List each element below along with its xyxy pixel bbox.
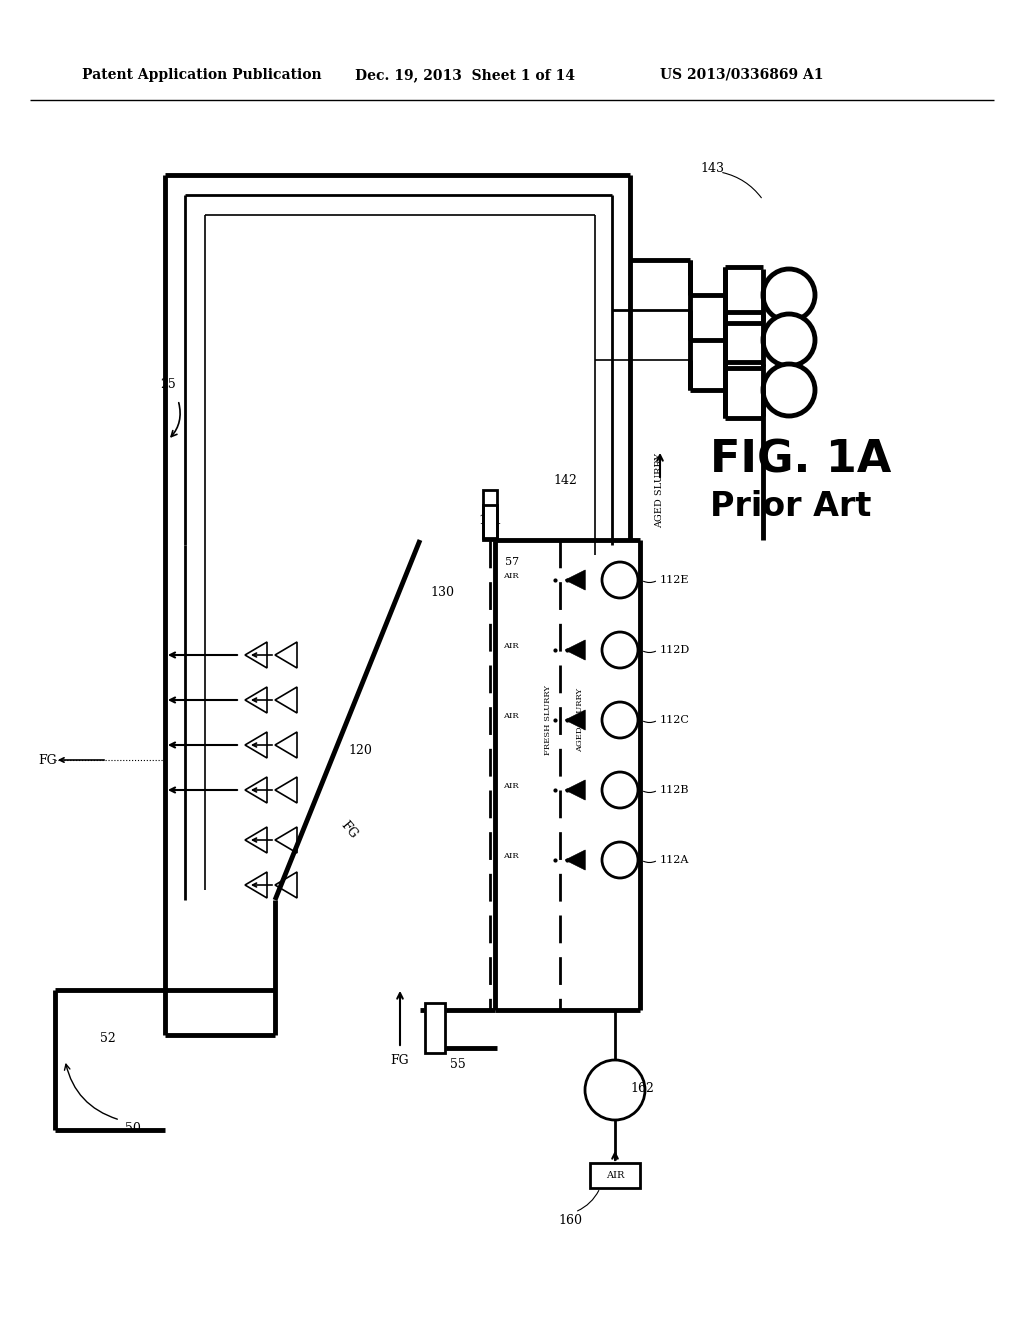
Text: Dec. 19, 2013  Sheet 1 of 14: Dec. 19, 2013 Sheet 1 of 14 [355,69,575,82]
Circle shape [602,702,638,738]
Text: FG: FG [390,1053,409,1067]
Text: 160: 160 [558,1213,582,1226]
Text: AGED SLURRY: AGED SLURRY [577,688,585,752]
Bar [483,506,497,540]
Text: 141: 141 [478,513,502,527]
Circle shape [763,269,815,321]
Text: 112D: 112D [660,645,690,655]
Text: 162: 162 [630,1081,654,1094]
Polygon shape [565,780,586,800]
Bar [425,1003,445,1053]
Text: Patent Application Publication: Patent Application Publication [82,69,322,82]
Text: AIR: AIR [606,1171,625,1180]
Polygon shape [565,640,586,660]
Polygon shape [565,570,586,590]
Bar [425,1003,445,1053]
Text: 112A: 112A [660,855,689,865]
Text: 142: 142 [553,474,577,487]
Circle shape [763,364,815,416]
Polygon shape [565,850,586,870]
Bar [483,490,497,539]
Bar [483,490,497,539]
Text: FIG. 1A: FIG. 1A [710,438,891,482]
Text: 52: 52 [100,1031,116,1044]
Circle shape [763,314,815,366]
Text: 112B: 112B [660,785,689,795]
Text: AIR: AIR [503,781,518,789]
Text: 130: 130 [430,586,454,598]
Circle shape [602,772,638,808]
Text: FG: FG [338,818,359,841]
Text: 25: 25 [160,379,176,392]
Bar [483,506,497,540]
Text: 112C: 112C [660,715,690,725]
Circle shape [602,632,638,668]
Text: 112E: 112E [660,576,689,585]
Text: AIR: AIR [503,851,518,861]
Text: FRESH SLURRY: FRESH SLURRY [544,685,552,755]
Bar [590,1163,640,1188]
Text: 143: 143 [700,161,724,174]
Circle shape [602,842,638,878]
Circle shape [602,562,638,598]
Text: 55: 55 [450,1059,466,1072]
Text: Prior Art: Prior Art [710,490,871,523]
Text: AGED SLURRY: AGED SLURRY [655,453,665,528]
Text: US 2013/0336869 A1: US 2013/0336869 A1 [660,69,823,82]
Text: 120: 120 [348,743,372,756]
Circle shape [585,1060,645,1119]
Text: 57: 57 [505,557,519,568]
Text: FG: FG [38,754,56,767]
Text: AIR: AIR [503,642,518,649]
Text: 50: 50 [125,1122,141,1134]
Polygon shape [565,710,586,730]
Text: AIR: AIR [503,572,518,579]
Text: AIR: AIR [503,711,518,719]
